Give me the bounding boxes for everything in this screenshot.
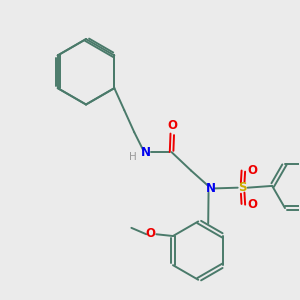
Text: H: H (129, 152, 137, 162)
Text: O: O (167, 119, 177, 132)
Text: O: O (247, 164, 257, 177)
Text: N: N (141, 146, 151, 159)
Text: S: S (238, 181, 247, 194)
Text: O: O (247, 198, 257, 211)
Text: O: O (146, 227, 156, 240)
Text: N: N (206, 182, 216, 195)
